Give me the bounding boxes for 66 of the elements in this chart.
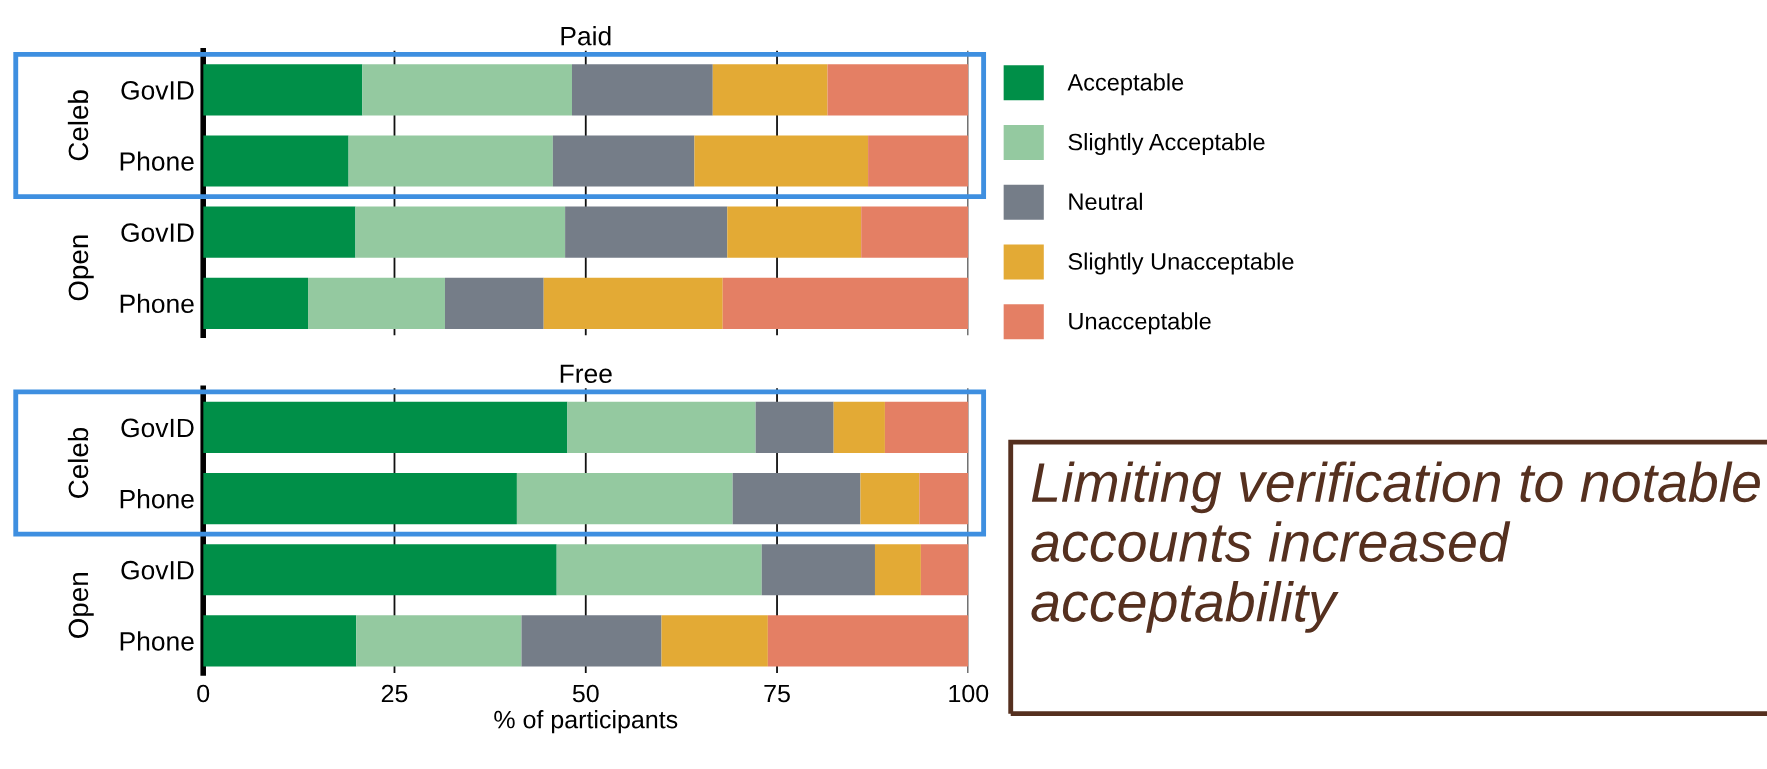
y-tick-label: GovID (121, 418, 194, 438)
y-tick-label: GovID (121, 81, 194, 100)
legend-label: Unacceptable (1069, 312, 1211, 335)
bar (712, 64, 828, 116)
text: Open (68, 573, 94, 638)
bar (355, 206, 566, 258)
bar (203, 544, 557, 596)
bar (571, 64, 713, 116)
legend-label: Slightly Acceptable (1068, 133, 1265, 156)
bar (833, 401, 885, 454)
bar (516, 472, 733, 525)
bar (556, 544, 762, 596)
text: Celeb (67, 427, 89, 498)
y-tick-label: Phone (120, 293, 194, 314)
bar (521, 615, 662, 667)
bar (722, 277, 969, 329)
text: Celeb (67, 90, 89, 161)
bar (348, 135, 553, 187)
bar (868, 135, 969, 187)
bar (203, 135, 349, 187)
bar (203, 401, 568, 454)
bar (727, 206, 862, 258)
bar (203, 206, 356, 258)
x-tick-label: 50 (572, 684, 599, 703)
bar (565, 206, 728, 258)
bar (552, 135, 695, 187)
bar (203, 615, 357, 667)
bar (827, 64, 969, 116)
bar (694, 135, 869, 187)
bar (203, 277, 309, 329)
bar (661, 615, 768, 667)
bar (362, 64, 572, 116)
bar (920, 544, 969, 596)
x-tick-label: 25 (381, 684, 408, 703)
bar (919, 472, 969, 525)
bar (884, 401, 969, 454)
y-tick-label: GovID (121, 223, 194, 242)
bar (874, 544, 921, 596)
x-tick-label: 0 (197, 684, 210, 703)
bar (860, 472, 920, 525)
bar (861, 206, 969, 258)
chart-title: Paid (561, 26, 611, 46)
y-tick-label: Phone (120, 489, 194, 509)
text: Open (68, 235, 94, 301)
bar (203, 64, 363, 116)
chart-title: Free (560, 364, 612, 384)
bar (308, 277, 445, 329)
x-tick-label: 100 (949, 684, 989, 703)
bar (567, 401, 756, 454)
bar (356, 615, 522, 667)
bar (767, 615, 969, 667)
x-axis-title: % of participants (494, 710, 678, 734)
x-tick-label: 75 (764, 684, 790, 703)
legend-label: Acceptable (1067, 73, 1184, 96)
y-tick-label: Phone (120, 151, 194, 171)
bar (543, 277, 723, 329)
text: Limiting verification to notable accounts increased acceptability (1031, 461, 1760, 633)
bar (755, 401, 834, 454)
y-tick-label: GovID (121, 560, 194, 580)
legend-label: Slightly Unacceptable (1068, 252, 1294, 275)
bar (732, 472, 861, 525)
legend-label: Neutral (1069, 192, 1142, 211)
bar (203, 472, 517, 525)
bar (761, 544, 875, 596)
bar (444, 277, 544, 329)
y-tick-label: Phone (120, 631, 194, 651)
